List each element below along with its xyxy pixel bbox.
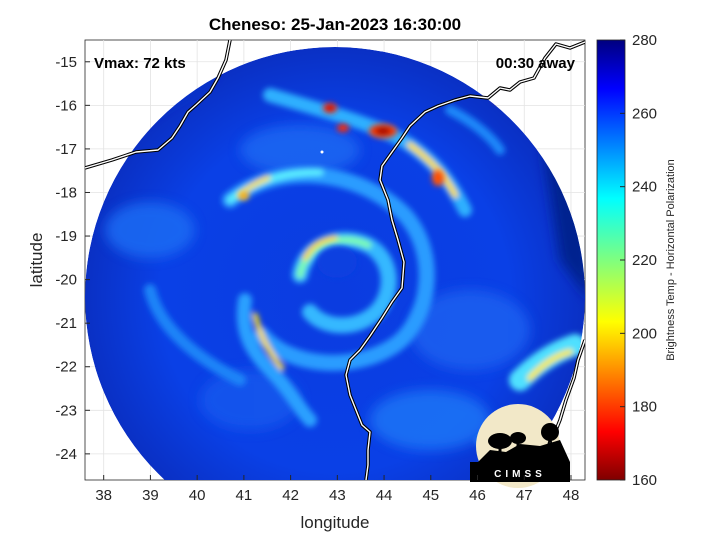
x-tick-label: 39 bbox=[142, 487, 159, 504]
colorbar-ticks: 280 260 240 220 200 180 160 bbox=[620, 32, 657, 489]
x-tick-label: 48 bbox=[563, 487, 580, 504]
x-axis-ticks: 38 39 40 41 42 43 44 45 46 47 48 bbox=[95, 475, 579, 504]
y-tick-label: -23 bbox=[55, 402, 77, 419]
figure-title: Cheneso: 25-Jan-2023 16:30:00 bbox=[209, 15, 461, 34]
x-tick-label: 42 bbox=[282, 487, 299, 504]
y-axis-label: latitude bbox=[27, 233, 46, 288]
logo-text: CIMSS bbox=[494, 469, 546, 480]
colorbar-tick-label: 280 bbox=[632, 32, 657, 49]
y-tick-label: -16 bbox=[55, 97, 77, 114]
y-tick-label: -22 bbox=[55, 359, 77, 376]
colorbar-tick-label: 240 bbox=[632, 179, 657, 196]
x-tick-label: 44 bbox=[376, 487, 393, 504]
x-tick-label: 38 bbox=[95, 487, 112, 504]
colorbar-tick-label: 260 bbox=[632, 105, 657, 122]
colorbar-tick-label: 220 bbox=[632, 252, 657, 269]
y-tick-label: -21 bbox=[55, 315, 77, 332]
x-tick-label: 47 bbox=[516, 487, 533, 504]
x-tick-label: 40 bbox=[189, 487, 206, 504]
y-tick-label: -18 bbox=[55, 184, 77, 201]
colorbar-tick-label: 180 bbox=[632, 399, 657, 416]
y-tick-label: -17 bbox=[55, 141, 77, 158]
colorbar-label: Brightness Temp - Horizontal Polarizatio… bbox=[665, 159, 677, 361]
y-tick-label: -24 bbox=[55, 446, 77, 463]
y-tick-label: -19 bbox=[55, 228, 77, 245]
x-tick-label: 45 bbox=[422, 487, 439, 504]
x-axis-label: longitude bbox=[300, 513, 369, 532]
plot-area: Vmax: 72 kts 00:30 away CIMSS 38 39 40 41 42… bbox=[55, 39, 586, 504]
colorbar-tick-label: 200 bbox=[632, 325, 657, 342]
y-axis-ticks: -15 -16 -17 -18 -19 -20 -21 -22 -23 -24 bbox=[55, 54, 90, 463]
time-away-label: 00:30 away bbox=[496, 55, 576, 72]
x-tick-label: 41 bbox=[236, 487, 253, 504]
y-tick-label: -15 bbox=[55, 54, 77, 71]
colorbar: 280 260 240 220 200 180 160 Brightness Temp - … bbox=[596, 32, 677, 489]
x-tick-label: 46 bbox=[469, 487, 486, 504]
coastlines bbox=[85, 40, 585, 480]
cimss-logo: CIMSS bbox=[470, 404, 570, 488]
x-tick-label: 43 bbox=[329, 487, 346, 504]
vmax-label: Vmax: 72 kts bbox=[94, 55, 186, 72]
colorbar-tick-label: 160 bbox=[632, 472, 657, 489]
y-tick-label: -20 bbox=[55, 272, 77, 289]
